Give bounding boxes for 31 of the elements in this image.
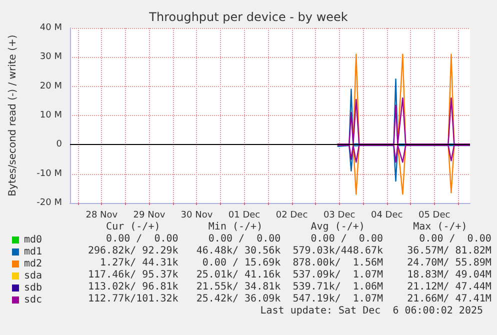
y-tick-label: 40 M (40, 23, 62, 33)
y-axis-title: Bytes/second read (-) / write (+) (8, 34, 18, 196)
text: 296.82k/ 92.29k 46.48k/ 30.56k 579.03k/448.67k 36.57M/ 81.82M (88, 246, 492, 256)
x-tick-label: 05 Dec (418, 210, 450, 220)
x-tick-label: 29 Nov (133, 210, 166, 220)
chart-title: Throughput per device - by week (148, 10, 348, 24)
legend-label: sdb (24, 282, 42, 294)
text: Cur (-/+) Min (-/+) Avg (-/+) Max (-/+) (88, 222, 468, 232)
text: Last update: Sat Dec 6 06:00:02 2025 (260, 306, 484, 316)
x-tick-label: 01 Dec (228, 210, 260, 220)
text: 0.00 / 0.00 0.00 / 0.00 0.00 / 0.00 0.00 / 0.00 (88, 234, 492, 244)
legend-label: md0 (24, 234, 42, 246)
x-tick-label: 28 Nov (86, 210, 118, 220)
legend-label: md2 (24, 258, 42, 270)
y-tick-label: -20 M (36, 198, 62, 208)
x-tick-label: 04 Dec (370, 210, 403, 220)
text: 113.02k/ 96.81k 21.55k/ 34.81k 539.71k/ 1.06M 21.12M/ 47.44M (88, 282, 492, 292)
x-tick-label: 30 Nov (180, 210, 214, 220)
text: 1.27k/ 44.31k 0.00 / 15.69k 878.00k/ 1.56M 24.70M/ 55.89M (88, 258, 492, 268)
legend-label: sdc (24, 294, 42, 306)
text: 117.46k/ 95.37k 25.01k/ 41.16k 537.09k/ 1.07M 18.83M/ 49.04M (88, 270, 492, 280)
y-tick-label: 0 (56, 140, 62, 150)
y-tick-label: -10 M (36, 168, 62, 179)
y-tick-label: 20 M (40, 81, 62, 92)
legend-label: sda (24, 270, 42, 282)
text: 112.77k/101.32k 25.42k/ 36.09k 547.19k/ 1.07M 21.66M/ 47.41M (88, 294, 492, 304)
x-tick-label: 03 Dec (323, 210, 356, 220)
legend-label: md1 (24, 246, 42, 258)
y-tick-label: 10 M (40, 110, 62, 120)
x-tick-label: 02 Dec (276, 210, 308, 220)
y-tick-label: 30 M (40, 52, 62, 62)
